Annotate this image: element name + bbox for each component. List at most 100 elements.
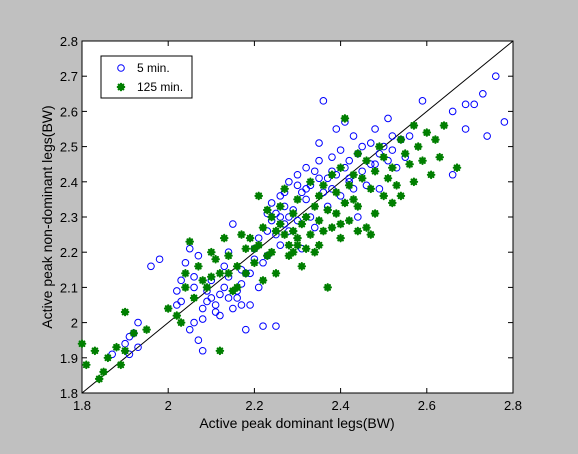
data-point-125min xyxy=(293,195,302,204)
data-point-5min xyxy=(246,301,254,309)
data-point-125min xyxy=(288,247,298,257)
legend-box xyxy=(100,55,193,99)
x-axis-label: Active peak dominant legs(BW) xyxy=(199,415,394,431)
x-tick-label: 2.6 xyxy=(418,398,436,413)
data-point-5min xyxy=(302,163,310,172)
data-point-5min xyxy=(479,90,487,98)
data-point-125min xyxy=(327,170,337,180)
data-point-125min xyxy=(232,262,242,271)
data-point-5min xyxy=(259,322,267,330)
data-point-125min xyxy=(349,195,358,204)
data-point-125min xyxy=(297,262,307,271)
data-point-125min xyxy=(254,240,263,250)
data-point-125min xyxy=(293,233,302,243)
series-125min xyxy=(77,114,462,384)
data-point-5min xyxy=(194,251,203,260)
y-tick-label: 1.9 xyxy=(60,351,78,366)
y-tick-label: 2.7 xyxy=(60,69,78,84)
data-point-125min xyxy=(301,244,311,253)
data-point-5min xyxy=(470,100,479,109)
data-point-125min xyxy=(392,181,401,190)
data-point-125min xyxy=(120,346,130,356)
data-point-125min xyxy=(379,152,388,162)
data-point-125min xyxy=(353,202,363,211)
data-point-125min xyxy=(375,142,384,151)
data-point-125min xyxy=(314,240,324,250)
data-point-5min xyxy=(328,153,336,161)
data-point-125min xyxy=(241,269,251,278)
data-point-125min xyxy=(176,318,186,327)
data-point-5min xyxy=(259,258,267,267)
data-point-125min xyxy=(306,230,315,239)
data-point-125min xyxy=(344,216,354,225)
data-point-125min xyxy=(263,251,272,260)
data-point-125min xyxy=(207,272,216,282)
data-point-125min xyxy=(418,156,427,165)
data-point-125min xyxy=(219,233,229,243)
y-tick-label: 2.8 xyxy=(60,34,78,49)
data-point-125min xyxy=(396,191,406,201)
data-point-5min xyxy=(448,170,457,179)
data-point-125min xyxy=(276,202,285,211)
data-point-5min xyxy=(418,97,427,105)
data-point-5min xyxy=(500,118,509,126)
data-point-5min xyxy=(177,297,185,306)
data-point-5min xyxy=(224,294,233,302)
data-point-5min xyxy=(366,139,375,147)
y-axis-label: Active peak non-dominant legs(BW) xyxy=(39,105,55,328)
data-point-5min xyxy=(229,220,237,228)
data-point-125min xyxy=(400,149,410,158)
data-point-125min xyxy=(237,230,246,239)
data-point-5min xyxy=(185,325,194,334)
data-point-125min xyxy=(112,342,121,352)
data-point-125min xyxy=(82,360,91,370)
data-point-125min xyxy=(250,258,259,268)
x-tick-label: 1.8 xyxy=(73,398,91,413)
data-point-125min xyxy=(232,283,242,292)
data-point-125min xyxy=(120,307,130,317)
x-tick-labels: 1.8 2 2.2 2.4 2.6 2.8 xyxy=(73,398,522,413)
data-point-5min xyxy=(181,258,190,267)
data-point-5min xyxy=(276,241,285,249)
data-point-125min xyxy=(181,283,190,292)
data-point-125min xyxy=(370,209,380,218)
legend: 5 min. 125 min. xyxy=(100,55,193,99)
data-point-125min xyxy=(336,233,345,243)
data-point-125min xyxy=(189,293,199,303)
data-point-125min xyxy=(388,198,397,208)
data-point-125min xyxy=(332,209,341,218)
data-point-5min xyxy=(198,346,207,355)
data-point-5min xyxy=(315,139,323,147)
data-point-125min xyxy=(426,170,436,180)
data-point-125min xyxy=(245,233,255,243)
data-point-5min xyxy=(241,325,250,334)
data-point-5min xyxy=(358,142,366,151)
data-point-125min xyxy=(431,135,440,144)
data-point-125min xyxy=(362,223,371,232)
data-point-125min xyxy=(94,374,104,384)
data-point-5min xyxy=(388,146,397,154)
data-point-125min xyxy=(405,159,414,169)
data-point-5min xyxy=(405,132,414,140)
data-point-5min xyxy=(293,181,302,190)
data-point-125min xyxy=(306,177,315,187)
legend-marker-125min xyxy=(116,82,126,92)
x-tick-label: 2.4 xyxy=(332,398,350,413)
data-point-5min xyxy=(384,114,392,123)
data-point-5min xyxy=(371,125,379,133)
data-point-125min xyxy=(163,304,173,313)
data-point-5min xyxy=(349,132,358,140)
data-point-5min xyxy=(354,213,362,221)
data-point-5min xyxy=(190,273,198,281)
data-point-125min xyxy=(77,339,87,348)
y-tick-label: 2.4 xyxy=(60,175,78,190)
data-point-125min xyxy=(319,181,328,190)
legend-circle-marker xyxy=(117,64,125,72)
data-point-5min xyxy=(491,72,500,80)
data-point-125min xyxy=(319,226,328,236)
data-point-125min xyxy=(288,209,298,218)
data-point-125min xyxy=(336,219,345,229)
data-point-125min xyxy=(215,346,225,356)
data-point-125min xyxy=(215,269,225,278)
data-point-125min xyxy=(142,325,151,334)
